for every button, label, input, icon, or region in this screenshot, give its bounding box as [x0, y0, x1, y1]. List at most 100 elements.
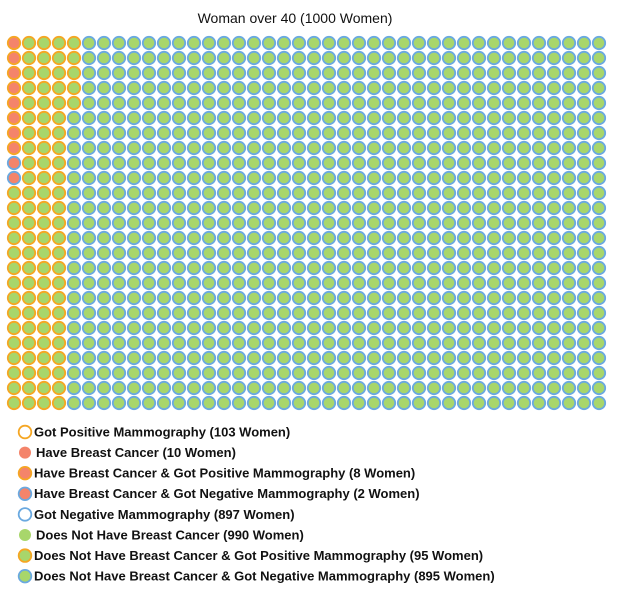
waffle-unit-nocancer_neg — [501, 230, 517, 246]
waffle-unit-nocancer_neg — [516, 155, 532, 171]
waffle-unit-nocancer_neg — [471, 245, 487, 261]
waffle-unit-nocancer_neg — [111, 35, 127, 51]
waffle-unit-nocancer_neg — [516, 185, 532, 201]
waffle-unit-nocancer_neg — [321, 350, 337, 366]
waffle-unit-nocancer_neg — [96, 245, 112, 261]
waffle-unit-nocancer_neg — [231, 95, 247, 111]
waffle-unit-nocancer_pos — [6, 215, 22, 231]
waffle-unit-nocancer_neg — [156, 200, 172, 216]
waffle-unit-nocancer_neg — [261, 335, 277, 351]
waffle-unit-nocancer_neg — [531, 380, 547, 396]
waffle-unit-nocancer_neg — [351, 350, 367, 366]
waffle-unit-nocancer_neg — [306, 275, 322, 291]
waffle-unit-nocancer_neg — [156, 305, 172, 321]
waffle-unit-nocancer_neg — [411, 140, 427, 156]
waffle-unit-nocancer_neg — [426, 230, 442, 246]
waffle-unit-nocancer_neg — [396, 320, 412, 336]
waffle-unit-nocancer_neg — [441, 275, 457, 291]
waffle-unit-nocancer_neg — [306, 185, 322, 201]
waffle-unit-nocancer_neg — [231, 170, 247, 186]
waffle-unit-nocancer_neg — [456, 290, 472, 306]
waffle-unit-nocancer_pos — [36, 395, 52, 411]
waffle-unit-nocancer_neg — [576, 185, 592, 201]
legend-item: Have Breast Cancer (10 Women) — [19, 445, 236, 460]
waffle-unit-nocancer_neg — [516, 245, 532, 261]
waffle-unit-nocancer_neg — [351, 380, 367, 396]
waffle-unit-nocancer_neg — [216, 110, 232, 126]
waffle-unit-nocancer_neg — [381, 275, 397, 291]
waffle-unit-nocancer_neg — [576, 290, 592, 306]
waffle-unit-nocancer_neg — [276, 170, 292, 186]
waffle-unit-nocancer_neg — [306, 380, 322, 396]
waffle-unit-nocancer_pos — [21, 215, 37, 231]
waffle-unit-nocancer_neg — [426, 170, 442, 186]
waffle-unit-nocancer_neg — [291, 230, 307, 246]
waffle-unit-nocancer_neg — [381, 365, 397, 381]
waffle-unit-nocancer_neg — [516, 170, 532, 186]
waffle-unit-nocancer_neg — [486, 50, 502, 66]
waffle-unit-nocancer_neg — [441, 200, 457, 216]
waffle-unit-nocancer_neg — [381, 395, 397, 411]
waffle-unit-nocancer_neg — [246, 245, 262, 261]
waffle-unit-nocancer_neg — [186, 110, 202, 126]
waffle-unit-nocancer_neg — [66, 185, 82, 201]
waffle-unit-nocancer_neg — [141, 320, 157, 336]
waffle-unit-nocancer_neg — [501, 335, 517, 351]
waffle-unit-nocancer_neg — [351, 125, 367, 141]
waffle-unit-nocancer_neg — [531, 395, 547, 411]
waffle-unit-nocancer_neg — [546, 155, 562, 171]
waffle-unit-nocancer_neg — [546, 320, 562, 336]
waffle-unit-nocancer_neg — [96, 365, 112, 381]
waffle-unit-nocancer_neg — [531, 65, 547, 81]
waffle-unit-nocancer_neg — [591, 380, 607, 396]
waffle-unit-nocancer_neg — [486, 350, 502, 366]
waffle-unit-nocancer_neg — [441, 65, 457, 81]
waffle-unit-nocancer_neg — [441, 350, 457, 366]
waffle-unit-nocancer_neg — [111, 245, 127, 261]
waffle-unit-nocancer_neg — [486, 245, 502, 261]
waffle-unit-nocancer_neg — [201, 305, 217, 321]
waffle-unit-nocancer_neg — [411, 35, 427, 51]
waffle-unit-nocancer_neg — [441, 80, 457, 96]
waffle-unit-nocancer_neg — [591, 365, 607, 381]
waffle-unit-nocancer_neg — [231, 320, 247, 336]
waffle-unit-nocancer_neg — [366, 65, 382, 81]
waffle-unit-nocancer_neg — [171, 275, 187, 291]
waffle-unit-nocancer_neg — [231, 50, 247, 66]
waffle-unit-nocancer_neg — [321, 365, 337, 381]
waffle-unit-nocancer_neg — [291, 65, 307, 81]
waffle-unit-nocancer_neg — [531, 320, 547, 336]
waffle-unit-nocancer_neg — [396, 380, 412, 396]
waffle-unit-nocancer_pos — [36, 275, 52, 291]
waffle-unit-nocancer_neg — [576, 380, 592, 396]
waffle-unit-nocancer_neg — [531, 275, 547, 291]
waffle-unit-nocancer_pos — [51, 215, 67, 231]
legend-marker — [17, 486, 33, 502]
waffle-unit-nocancer_pos — [36, 245, 52, 261]
waffle-unit-nocancer_neg — [216, 365, 232, 381]
waffle-unit-nocancer_neg — [561, 275, 577, 291]
waffle-unit-nocancer_neg — [306, 110, 322, 126]
waffle-unit-nocancer_neg — [321, 245, 337, 261]
waffle-unit-nocancer_neg — [561, 125, 577, 141]
legend-item: Have Breast Cancer & Got Positive Mammog… — [17, 466, 415, 481]
waffle-unit-nocancer_neg — [471, 185, 487, 201]
waffle-unit-nocancer_neg — [186, 35, 202, 51]
waffle-unit-nocancer_neg — [156, 365, 172, 381]
waffle-unit-nocancer_neg — [321, 155, 337, 171]
waffle-unit-nocancer_neg — [141, 80, 157, 96]
waffle-unit-nocancer_neg — [516, 65, 532, 81]
waffle-unit-nocancer_pos — [6, 290, 22, 306]
waffle-unit-nocancer_neg — [471, 110, 487, 126]
waffle-unit-nocancer_neg — [381, 200, 397, 216]
waffle-unit-nocancer_neg — [351, 320, 367, 336]
waffle-unit-nocancer_neg — [486, 110, 502, 126]
waffle-unit-nocancer_neg — [471, 95, 487, 111]
waffle-unit-nocancer_neg — [201, 140, 217, 156]
waffle-unit-nocancer_neg — [291, 365, 307, 381]
waffle-unit-nocancer_neg — [591, 35, 607, 51]
waffle-unit-nocancer_neg — [546, 140, 562, 156]
waffle-unit-nocancer_neg — [246, 380, 262, 396]
legend-item: Have Breast Cancer & Got Negative Mammog… — [17, 486, 420, 502]
waffle-unit-nocancer_neg — [531, 170, 547, 186]
